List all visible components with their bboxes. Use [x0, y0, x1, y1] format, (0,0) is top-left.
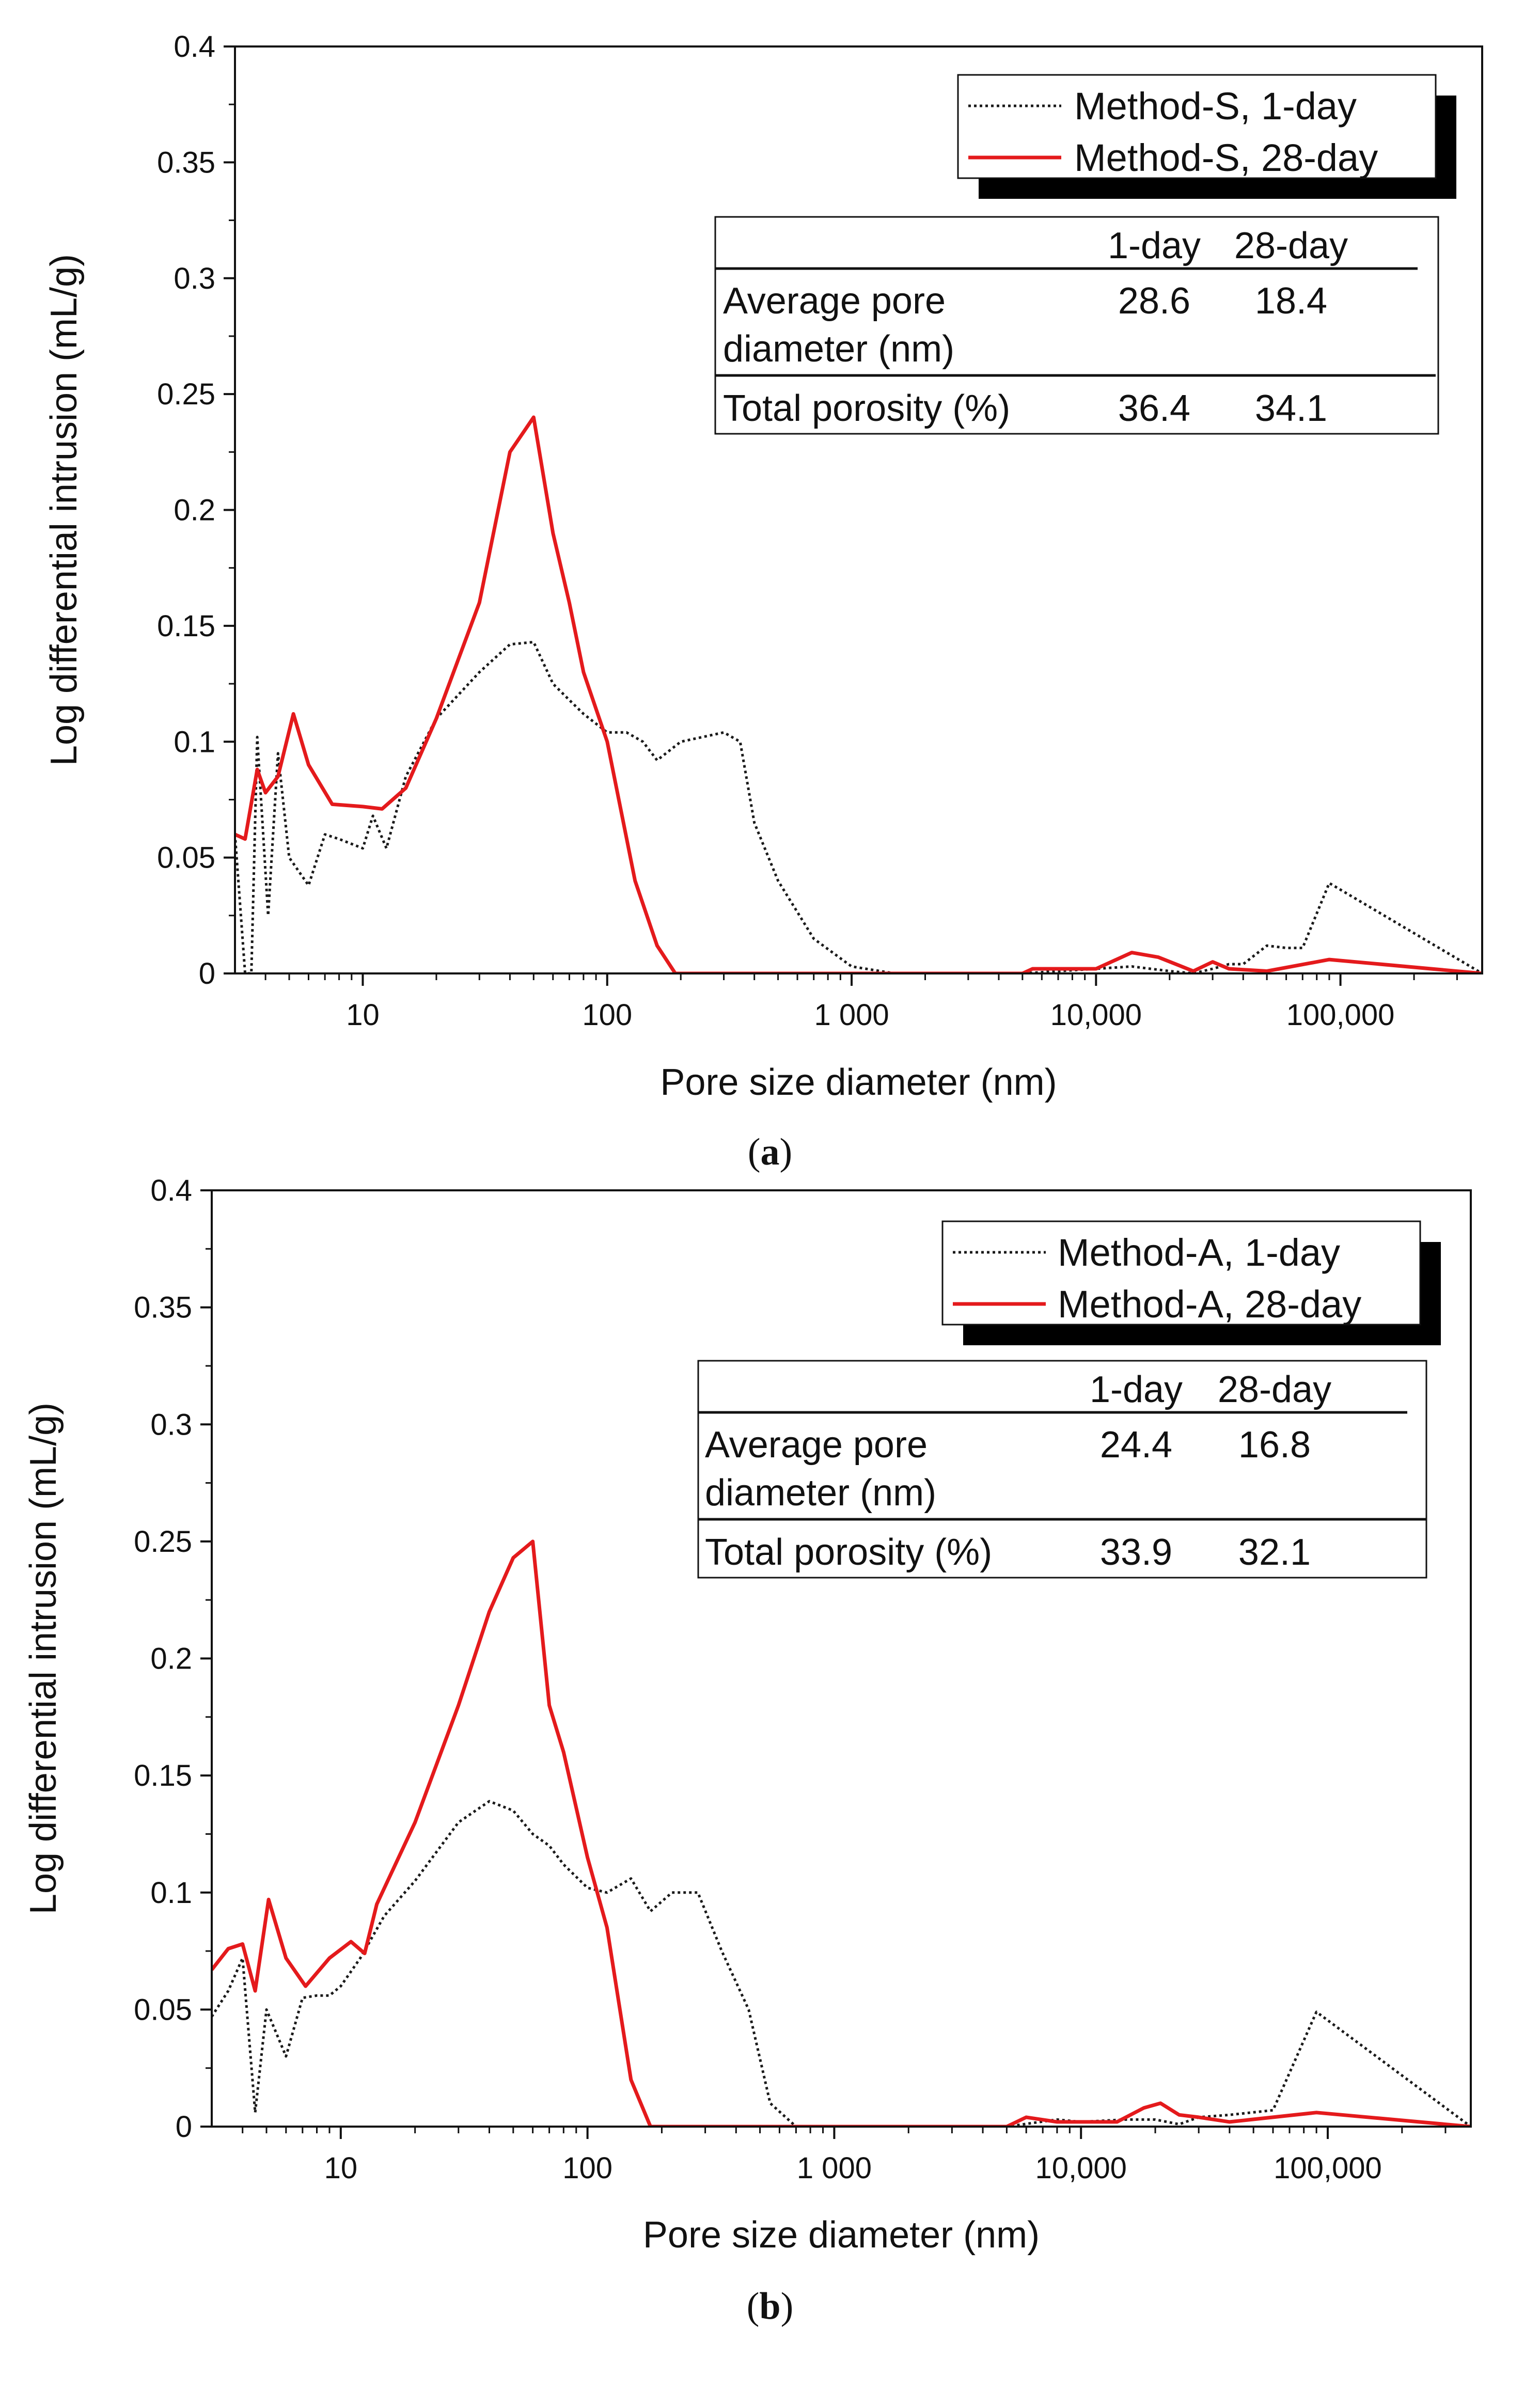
y-axis-title: Log differential intrusion (mL/g)	[23, 1403, 64, 1914]
y-tick-label: 0	[176, 2110, 192, 2144]
table-row-label: Average pore	[705, 1424, 928, 1466]
series-line-1-day	[235, 640, 1482, 973]
table-cell: 16.8	[1238, 1424, 1311, 1466]
panel-caption: (a)	[748, 1131, 792, 1173]
x-tick-label: 10,000	[1050, 998, 1142, 1032]
caption-open: (	[747, 2285, 760, 2327]
x-tick-label: 1 000	[814, 998, 889, 1032]
x-tick-label: 10	[324, 2151, 358, 2185]
y-tick-label: 0.2	[150, 1642, 192, 1676]
table-col-header: 28-day	[1234, 225, 1348, 266]
y-tick-label: 0	[199, 957, 215, 990]
x-axis-title: Pore size diameter (nm)	[660, 1062, 1057, 1103]
table-cell: 36.4	[1118, 388, 1190, 429]
y-tick-label: 0.3	[174, 262, 215, 295]
x-tick-label: 1 000	[797, 2151, 872, 2185]
table-col-header: 1-day	[1090, 1369, 1183, 1410]
x-tick-label: 10,000	[1035, 2151, 1126, 2185]
table-col-header: 1-day	[1108, 225, 1201, 266]
y-tick-label: 0.4	[150, 1174, 192, 1207]
y-tick-label: 0.35	[134, 1291, 192, 1325]
chart-panel-b: 0 0.05 0.1 0.15 0.2 0.25 0.3 0.35 0.4 10 100 1 000 1…	[23, 1174, 1472, 2327]
table-row-label: Total porosity (%)	[723, 388, 1010, 429]
table-row-label: Total porosity (%)	[705, 1532, 992, 1573]
y-axis-title: Log differential intrusion (mL/g)	[43, 254, 85, 766]
x-tick-label: 10	[346, 998, 380, 1032]
table-cell: 34.1	[1255, 388, 1327, 429]
table-cell: 32.1	[1238, 1532, 1311, 1573]
y-tick-label: 0.15	[157, 609, 215, 643]
y-tick-label: 0.1	[174, 725, 215, 759]
x-axis-title: Pore size diameter (nm)	[643, 2214, 1040, 2256]
y-tick-label: 0.3	[150, 1408, 192, 1441]
series-line-28-day	[235, 415, 1482, 973]
legend-label: Method-S, 28-day	[1074, 136, 1378, 179]
panel-caption: (b)	[747, 2285, 793, 2327]
table-row-label: diameter (nm)	[723, 328, 954, 370]
table-cell: 28.6	[1118, 280, 1190, 322]
chart-panel-a: 0 0.05 0.1 0.15 0.2 0.25 0.3 0.35 0.4 10 100 1 000 1…	[43, 30, 1483, 1173]
legend-label: Method-A, 1-day	[1058, 1231, 1340, 1274]
y-tick-label: 0.15	[134, 1759, 192, 1792]
caption-close: )	[781, 2285, 794, 2327]
caption-open: (	[748, 1131, 761, 1173]
inset-table: 1-day 28-day Average pore diameter (nm) 24.4…	[697, 1360, 1427, 1579]
caption-letter: b	[759, 2285, 780, 2327]
y-tick-label: 0.4	[174, 30, 215, 64]
legend: Method-S, 1-day Method-S, 28-day	[957, 74, 1456, 199]
y-tick-label: 0.05	[157, 841, 215, 875]
x-tick-label: 100	[562, 2151, 612, 2185]
table-row-label: Average pore	[723, 280, 946, 322]
y-tick-label: 0.2	[174, 494, 215, 527]
table-box	[697, 1360, 1427, 1579]
series-line-28-day	[212, 1539, 1471, 2127]
legend-label: Method-A, 28-day	[1058, 1283, 1361, 1326]
table-row-label: diameter (nm)	[705, 1472, 936, 1514]
legend-label: Method-S, 1-day	[1074, 85, 1357, 128]
table-cell: 24.4	[1100, 1424, 1172, 1466]
y-tick-label: 0.1	[150, 1876, 192, 1910]
legend-box	[957, 74, 1437, 179]
x-tick-label: 100,000	[1274, 2151, 1382, 2185]
table-box	[714, 216, 1439, 435]
x-tick-label: 100	[582, 998, 632, 1032]
y-tick-label: 0.25	[134, 1525, 192, 1559]
legend: Method-A, 1-day Method-A, 28-day	[941, 1220, 1441, 1345]
table-col-header: 28-day	[1218, 1369, 1331, 1410]
caption-letter: a	[761, 1131, 780, 1173]
y-tick-label: 0.35	[157, 146, 215, 179]
y-tick-label: 0.25	[157, 377, 215, 411]
y-tick-label: 0.05	[134, 1993, 192, 2026]
inset-table: 1-day 28-day Average pore diameter (nm) 28.6…	[714, 216, 1439, 435]
caption-close: )	[780, 1131, 793, 1173]
legend-box	[941, 1220, 1421, 1326]
x-tick-label: 100,000	[1286, 998, 1395, 1032]
table-cell: 18.4	[1255, 280, 1327, 322]
table-cell: 33.9	[1100, 1532, 1172, 1573]
